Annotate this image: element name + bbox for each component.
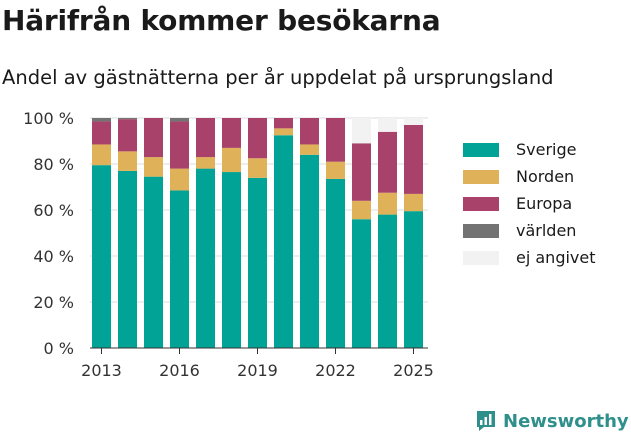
- bar-segment-europa: [326, 118, 345, 162]
- legend-swatch: [463, 223, 499, 238]
- x-tick-label: 2019: [237, 361, 278, 380]
- bar-segment-norden: [352, 200, 371, 220]
- bar-segment-europa: [222, 118, 241, 148]
- y-tick-label: 20 %: [33, 293, 74, 312]
- newsworthy-logo-icon: [477, 411, 495, 431]
- legend-label: Norden: [516, 167, 575, 186]
- legend-label: ej angivet: [516, 248, 596, 267]
- legend-item: Europa: [463, 190, 596, 217]
- legend-label: Sverige: [516, 140, 577, 159]
- bar-segment-norden: [222, 147, 241, 173]
- bar-segment-norden: [144, 157, 163, 177]
- bar-segment-europa: [378, 131, 397, 193]
- bar-segment-europa: [248, 118, 267, 159]
- bar-segment-norden: [92, 144, 111, 166]
- bar-segment-norden: [274, 128, 293, 136]
- legend-swatch: [463, 196, 499, 211]
- bar-segment-norden: [378, 192, 397, 215]
- chart-subtitle: Andel av gästnätterna per år uppdelat på…: [2, 66, 554, 89]
- bar-segment-europa: [118, 119, 137, 152]
- legend-swatch: [463, 142, 499, 157]
- legend-item: ej angivet: [463, 244, 596, 271]
- bar-segment-norden: [404, 193, 423, 212]
- bar-segment-europa: [352, 143, 371, 201]
- brand-logo: Newsworthy: [475, 409, 629, 433]
- bar-segment-sverige: [144, 176, 163, 348]
- bar-segment-sverige: [196, 168, 215, 348]
- bar-segment-europa: [170, 121, 189, 169]
- bar-segment-norden: [300, 144, 319, 155]
- bar-segment-v-rlden: [92, 118, 111, 122]
- bar-segment-norden: [248, 158, 267, 178]
- bar-segment-europa: [300, 118, 319, 145]
- bar-segment-norden: [196, 157, 215, 169]
- bar-segment-ej-angivet: [404, 118, 423, 125]
- legend-item: Sverige: [463, 136, 596, 163]
- bar-segment-sverige: [404, 211, 423, 348]
- legend-swatch: [463, 169, 499, 184]
- bar-segment-europa: [196, 118, 215, 158]
- bar-segment-sverige: [274, 135, 293, 348]
- legend-swatch: [463, 250, 499, 265]
- y-tick-label: 80 %: [33, 155, 74, 174]
- legend-label: världen: [516, 221, 577, 240]
- legend-item: Norden: [463, 163, 596, 190]
- bar-segment-ej-angivet: [352, 118, 371, 144]
- bar-segment-sverige: [248, 177, 267, 348]
- y-tick-label: 100 %: [23, 109, 74, 128]
- bar-segment-norden: [326, 161, 345, 179]
- bar-segment-norden: [170, 168, 189, 191]
- bar-segment-sverige: [378, 214, 397, 348]
- x-tick-label: 2022: [315, 361, 356, 380]
- legend-item: världen: [463, 217, 596, 244]
- bar-segment-sverige: [326, 178, 345, 348]
- x-tick-label: 2013: [81, 361, 122, 380]
- x-tick-label: 2025: [393, 361, 434, 380]
- legend-label: Europa: [516, 194, 573, 213]
- bar-segment-v-rlden: [170, 118, 189, 122]
- brand-name: Newsworthy: [503, 410, 629, 432]
- bar-segment-sverige: [222, 172, 241, 348]
- bar-segment-europa: [92, 121, 111, 145]
- bar-segment-europa: [404, 124, 423, 194]
- bar-segment-europa: [144, 118, 163, 158]
- bar-segment-ej-angivet: [378, 118, 397, 132]
- x-tick-label: 2016: [159, 361, 200, 380]
- bar-segment-norden: [118, 151, 137, 171]
- bar-segment-europa: [274, 118, 293, 129]
- bar-segment-v-rlden: [118, 118, 137, 120]
- bar-segment-sverige: [352, 219, 371, 348]
- bar-segment-sverige: [300, 154, 319, 348]
- legend: Sverige Norden Europa världen ej angivet: [463, 136, 596, 271]
- chart-title: Härifrån kommer besökarna: [2, 4, 441, 37]
- bar-segment-sverige: [92, 165, 111, 348]
- bar-segment-sverige: [170, 190, 189, 348]
- y-tick-label: 60 %: [33, 201, 74, 220]
- bar-segment-sverige: [118, 170, 137, 348]
- y-tick-label: 40 %: [33, 247, 74, 266]
- y-tick-label: 0 %: [44, 339, 74, 358]
